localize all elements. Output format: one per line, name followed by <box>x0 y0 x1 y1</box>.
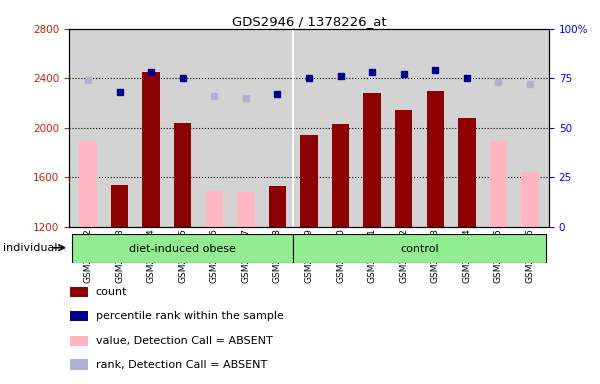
Bar <box>458 118 476 227</box>
Title: GDS2946 / 1378226_at: GDS2946 / 1378226_at <box>232 15 386 28</box>
Text: count: count <box>96 287 127 297</box>
Bar <box>395 110 412 227</box>
Text: control: control <box>400 243 439 254</box>
Bar <box>79 141 97 227</box>
Text: rank, Detection Call = ABSENT: rank, Detection Call = ABSENT <box>96 359 267 370</box>
Bar <box>142 72 160 227</box>
Bar <box>332 124 349 227</box>
Bar <box>490 141 507 227</box>
Text: value, Detection Call = ABSENT: value, Detection Call = ABSENT <box>96 336 272 346</box>
Bar <box>72 234 293 263</box>
Bar <box>174 123 191 227</box>
Bar <box>364 93 381 227</box>
Bar <box>293 234 546 263</box>
Bar <box>70 336 88 346</box>
Bar <box>269 186 286 227</box>
Bar <box>427 91 444 227</box>
Text: diet-induced obese: diet-induced obese <box>129 243 236 254</box>
Bar <box>521 172 539 227</box>
Bar <box>301 135 317 227</box>
Bar <box>111 185 128 227</box>
Bar <box>206 191 223 227</box>
Bar <box>237 192 254 227</box>
Bar <box>70 311 88 321</box>
Bar <box>70 287 88 297</box>
Text: percentile rank within the sample: percentile rank within the sample <box>96 311 284 321</box>
Text: individual: individual <box>3 243 58 253</box>
Bar <box>70 359 88 370</box>
